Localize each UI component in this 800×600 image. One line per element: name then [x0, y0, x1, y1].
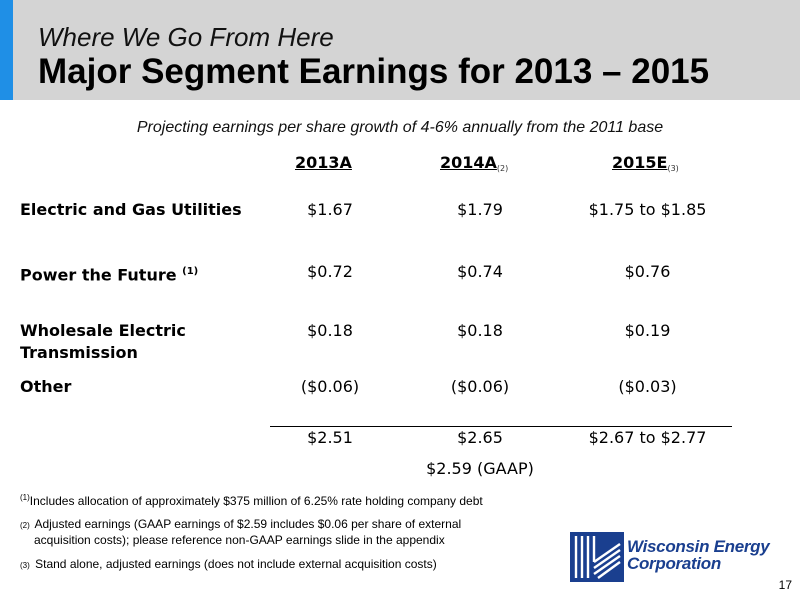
row-label-wholesale-transmission: Wholesale Electric Transmission: [20, 321, 186, 362]
table-cell: ($0.03): [618, 377, 677, 396]
company-logo: Wisconsin Energy Corporation: [570, 532, 770, 584]
table-cell: $0.74: [457, 262, 503, 281]
table-cell: $0.18: [457, 321, 503, 340]
column-note: (3): [667, 164, 679, 173]
column-header-2013a: 2013A: [295, 153, 352, 172]
table-cell: $0.19: [624, 321, 671, 340]
table-cell: ($0.06): [450, 377, 510, 396]
table-cell: $1.67: [307, 200, 353, 219]
footnote-1: (1)Includes allocation of approximately …: [20, 493, 483, 508]
slide-kicker: Where We Go From Here: [38, 22, 334, 52]
total-cell: $2.67 to $2.77: [588, 428, 707, 447]
company-logo-text: Wisconsin Energy Corporation: [627, 537, 770, 573]
row-label-power-the-future: Power the Future (1): [20, 265, 199, 285]
total-divider: [270, 426, 732, 427]
footnote-ref: (1): [182, 266, 199, 277]
slide-subtitle: Projecting earnings per share growth of …: [136, 119, 664, 136]
table-cell: $1.79: [457, 200, 503, 219]
slide-title: Major Segment Earnings for 2013 – 2015: [38, 52, 710, 91]
table-cell: ($0.06): [300, 377, 360, 396]
total-cell: $2.65: [457, 428, 503, 447]
column-header-2014a: 2014A(2): [440, 153, 509, 173]
company-logo-mark: [570, 532, 624, 582]
footnote-2: (2) Adjusted earnings (GAAP earnings of …: [20, 517, 462, 547]
title-bar: Where We Go From Here Major Segment Earn…: [0, 0, 800, 100]
table-cell: $1.75 to $1.85: [588, 200, 707, 219]
table-cell: $0.72: [307, 262, 353, 281]
table-cell: $0.18: [307, 321, 353, 340]
table-cell: $0.76: [624, 262, 671, 281]
gaap-note: $2.59 (GAAP): [426, 459, 534, 478]
column-note: (2): [496, 164, 509, 173]
total-cell: $2.51: [307, 428, 353, 447]
page-number: 17: [778, 578, 792, 592]
row-label-electric-gas: Electric and Gas Utilities: [20, 200, 242, 219]
accent-bar: [0, 0, 13, 100]
footnote-3: (3) Stand alone, adjusted earnings (does…: [20, 557, 437, 571]
row-label-other: Other: [20, 377, 72, 396]
column-header-2015e: 2015E(3): [612, 153, 679, 173]
